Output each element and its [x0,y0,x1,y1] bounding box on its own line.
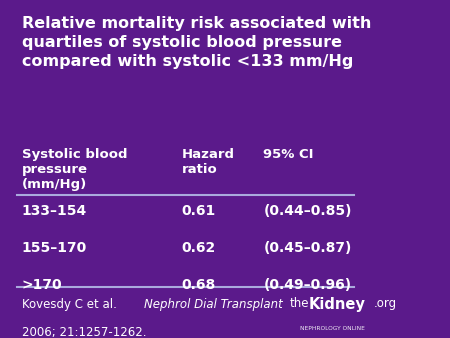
Text: 0.61: 0.61 [181,204,216,218]
Text: 2006; 21:1257-1262.: 2006; 21:1257-1262. [22,326,146,338]
Text: 0.62: 0.62 [181,241,216,255]
Text: 133–154: 133–154 [22,204,87,218]
Text: Kovesdy C et al.: Kovesdy C et al. [22,297,120,311]
Text: (0.45–0.87): (0.45–0.87) [264,241,352,255]
Text: Hazard
ratio: Hazard ratio [181,148,234,176]
Text: Kidney: Kidney [309,297,366,312]
Text: >170: >170 [22,278,62,292]
Text: NEPHROLOGY ONLINE: NEPHROLOGY ONLINE [300,325,365,331]
Text: .org: .org [374,297,397,310]
Text: (0.49–0.96): (0.49–0.96) [264,278,351,292]
Text: Nephrol Dial Transplant: Nephrol Dial Transplant [144,297,283,311]
Text: (0.44–0.85): (0.44–0.85) [264,204,352,218]
Text: 0.68: 0.68 [181,278,216,292]
Text: 155–170: 155–170 [22,241,87,255]
Text: 95% CI: 95% CI [264,148,314,162]
Text: Systolic blood
pressure
(mm/Hg): Systolic blood pressure (mm/Hg) [22,148,127,191]
Text: Relative mortality risk associated with
quartiles of systolic blood pressure
com: Relative mortality risk associated with … [22,16,371,69]
Text: the: the [289,297,309,310]
